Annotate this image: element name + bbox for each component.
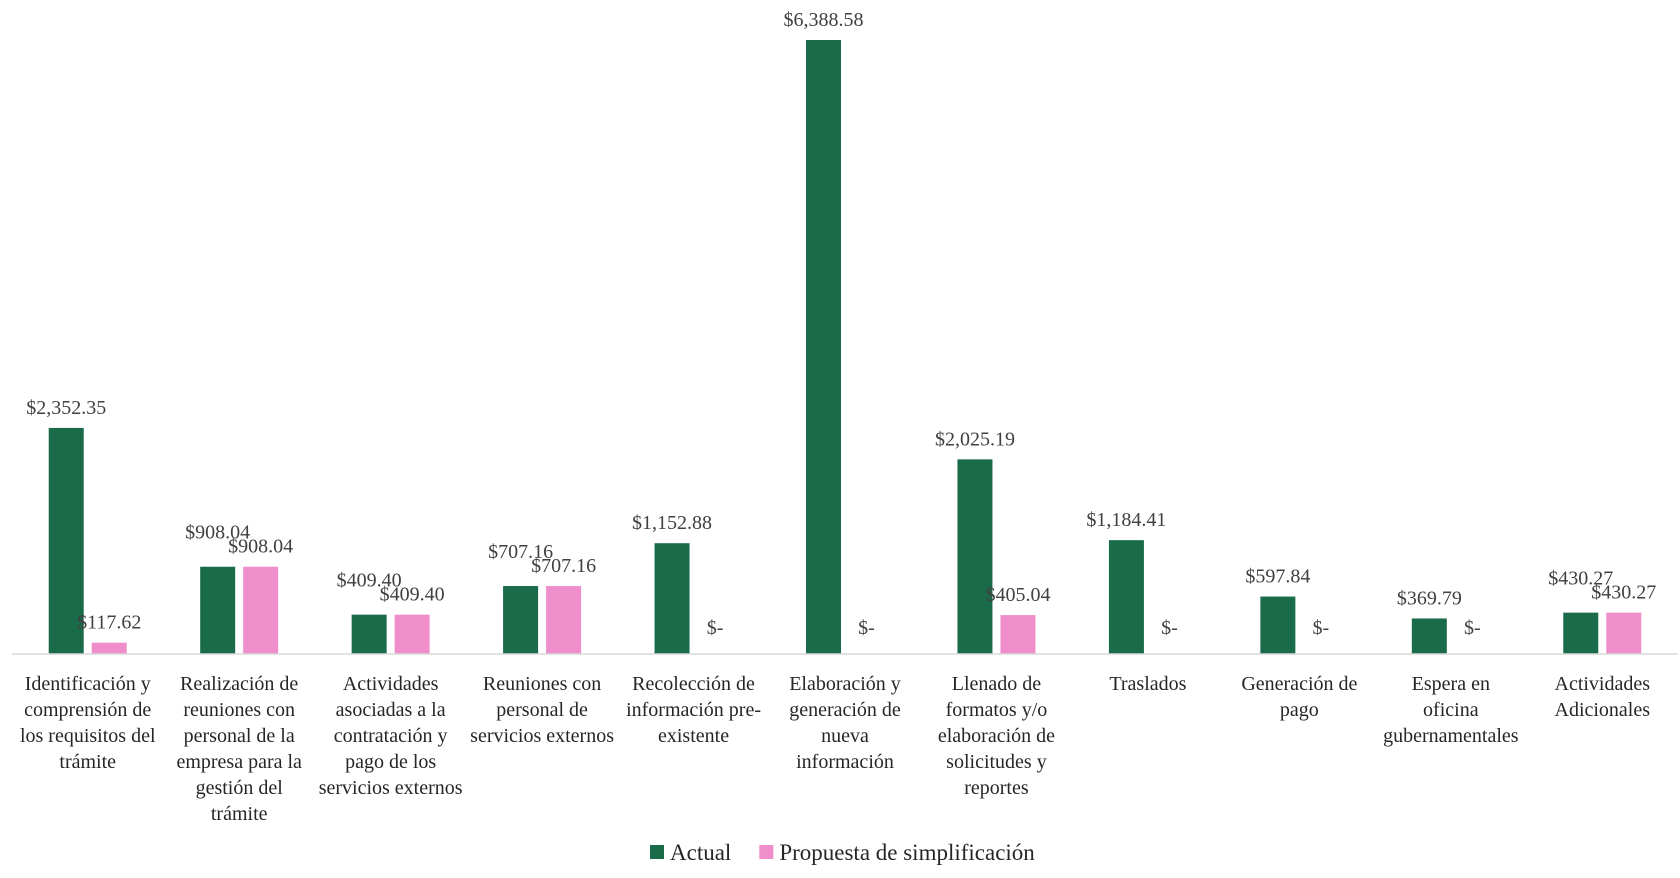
bar-actual-5: [806, 40, 841, 654]
category-label-line: servicios externos: [319, 777, 463, 799]
value-label-actual-4: $1,152.88: [632, 512, 712, 534]
value-label-actual-5: $6,388.58: [784, 9, 864, 31]
category-label-line: elaboración de: [938, 725, 1055, 747]
category-label-0: Identificación y comprensión de los requis…: [20, 673, 156, 773]
legend-label-propuesta: Propuesta de simplificación: [779, 840, 1035, 865]
bar-propuesta-0: [91, 642, 127, 654]
category-label-line: servicios externos: [470, 725, 614, 747]
legend-swatch-propuesta: [759, 845, 774, 859]
bar-actual-1: [200, 566, 236, 654]
category-labels-layer: Identificación y comprensión de los requis…: [20, 673, 1650, 825]
category-label-line: generación de: [789, 699, 901, 721]
legend-label-actual: Actual: [670, 840, 731, 865]
category-label-line: Recolección de: [632, 673, 755, 695]
category-label-line: Realización de: [180, 673, 298, 695]
category-label-line: pago de los: [345, 751, 436, 773]
bar-propuesta-6: [1000, 615, 1036, 654]
category-label-line: gestión del: [196, 777, 284, 799]
category-label-2: Actividades asociadas a la contratación y p…: [319, 673, 463, 799]
bar-propuesta-1: [243, 566, 279, 654]
value-label-actual-9: $369.79: [1397, 587, 1462, 609]
value-label-actual-0: $2,352.35: [26, 397, 106, 419]
category-label-line: existente: [658, 725, 729, 747]
value-label-actual-1: $908.04: [185, 522, 250, 544]
legend: Actual Propuesta de simplificación: [650, 840, 1035, 865]
category-label-line: gubernamentales: [1383, 725, 1519, 747]
category-label-line: información pre-: [626, 699, 761, 721]
bar-actual-4: [654, 543, 690, 654]
category-label-line: solicitudes y: [946, 751, 1047, 773]
category-label-line: trámite: [59, 751, 116, 773]
bar-actual-8: [1260, 596, 1296, 654]
value-labels-layer: $2,352.35$117.62$908.04$908.04$409.40$40…: [26, 9, 1656, 639]
category-label-line: Actividades: [343, 673, 439, 695]
category-label-line: reuniones con: [183, 699, 295, 721]
value-label-actual-10: $430.27: [1548, 568, 1613, 590]
bar-actual-0: [48, 427, 84, 654]
category-label-line: Llenado de: [952, 673, 1042, 695]
category-label-line: contratación y: [334, 725, 448, 747]
value-label-propuesta-8: $-: [1313, 617, 1330, 639]
value-label-actual-6: $2,025.19: [935, 428, 1015, 450]
legend-swatch-actual: [650, 845, 664, 859]
category-label-5: Elaboración y generación de nueva informaci…: [789, 673, 901, 773]
value-label-propuesta-7: $-: [1161, 617, 1178, 639]
category-label-10: Actividades Adicionales: [1555, 673, 1651, 721]
value-label-actual-8: $597.84: [1245, 566, 1310, 588]
value-label-propuesta-5: $-: [858, 617, 875, 639]
category-label-line: Elaboración y: [789, 673, 901, 695]
value-label-propuesta-3: $707.16: [531, 555, 596, 577]
category-label-8: Generación de pago: [1241, 673, 1357, 721]
bar-propuesta-10: [1606, 612, 1642, 654]
category-label-line: información: [796, 751, 894, 773]
category-label-line: asociadas a la: [336, 699, 446, 721]
category-label-4: Recolección de información pre-existente: [626, 673, 761, 747]
bar-actual-6: [957, 459, 993, 654]
value-label-propuesta-2: $409.40: [380, 584, 445, 606]
category-label-7: Traslados: [1109, 673, 1186, 695]
bars-layer: [48, 40, 1642, 654]
category-label-line: formatos y/o: [946, 699, 1048, 721]
bar-actual-2: [351, 614, 387, 654]
value-label-actual-2: $409.40: [337, 570, 402, 592]
category-label-line: Espera en: [1412, 673, 1490, 695]
bar-actual-3: [503, 586, 539, 654]
category-label-line: comprensión de: [24, 699, 151, 721]
bar-actual-7: [1108, 540, 1144, 654]
bar-propuesta-3: [546, 586, 582, 654]
category-label-line: reportes: [964, 777, 1029, 799]
category-label-line: oficina: [1423, 699, 1479, 721]
category-label-line: nueva: [821, 725, 869, 747]
value-label-propuesta-0: $117.62: [77, 612, 141, 634]
category-label-line: personal de: [496, 699, 588, 721]
category-label-line: Generación de: [1241, 673, 1357, 695]
value-label-propuesta-6: $405.04: [985, 584, 1050, 606]
category-label-line: trámite: [211, 803, 268, 825]
category-label-6: Llenado de formatos y/o elaboración de soli…: [938, 673, 1055, 799]
category-label-line: Identificación y: [25, 673, 151, 695]
category-label-line: Reuniones con: [483, 673, 601, 695]
category-label-line: personal de la: [184, 725, 295, 747]
category-label-line: empresa para la: [176, 751, 302, 773]
value-label-propuesta-10: $430.27: [1591, 582, 1656, 604]
value-label-propuesta-9: $-: [1464, 617, 1481, 639]
category-label-line: Actividades: [1555, 673, 1651, 695]
category-label-line: Adicionales: [1555, 699, 1651, 721]
bar-actual-10: [1563, 612, 1599, 654]
value-label-propuesta-4: $-: [707, 617, 724, 639]
category-label-3: Reuniones con personal de servicios extern…: [470, 673, 614, 747]
value-label-actual-7: $1,184.41: [1086, 509, 1166, 531]
category-label-line: los requisitos del: [20, 725, 156, 747]
bar-propuesta-2: [394, 614, 430, 654]
category-label-9: Espera en oficina gubernamentales: [1383, 673, 1519, 747]
value-label-actual-3: $707.16: [488, 541, 553, 563]
category-label-line: pago: [1280, 699, 1319, 721]
category-label-line: Traslados: [1109, 673, 1186, 695]
category-label-1: Realización de reuniones con personal de l…: [176, 673, 302, 825]
bar-actual-9: [1411, 618, 1447, 654]
value-label-propuesta-1: $908.04: [228, 536, 293, 558]
